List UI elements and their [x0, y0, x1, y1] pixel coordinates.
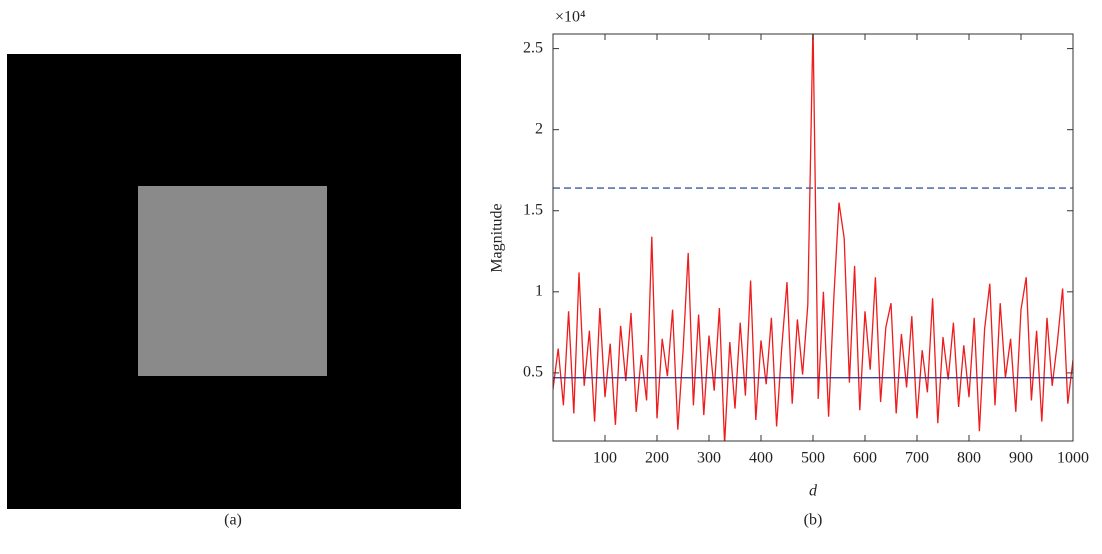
x-tick-label: 900 — [1009, 450, 1033, 467]
y-tick-label: 0.5 — [523, 364, 543, 381]
x-axis-label: d — [809, 483, 818, 500]
y-tick-label: 2.5 — [523, 39, 543, 56]
plot-area — [553, 34, 1073, 441]
x-tick-label: 400 — [749, 450, 773, 467]
x-tick-label: 600 — [853, 450, 877, 467]
y-axis-label: Magnitude — [489, 203, 506, 272]
y-tick-label: 2 — [535, 120, 543, 137]
y-tick-label: 1 — [535, 282, 543, 299]
x-tick-label: 100 — [593, 450, 617, 467]
data-line — [553, 34, 1073, 441]
caption: (b) — [804, 512, 823, 529]
x-tick-label: 200 — [645, 450, 669, 467]
x-tick-label: 1000 — [1057, 450, 1089, 467]
x-tick-label: 300 — [697, 450, 721, 467]
y-exponent: ×10⁴ — [555, 9, 586, 26]
x-tick-label: 500 — [801, 450, 825, 467]
plot-frame — [552, 33, 1074, 442]
caption: (a) — [224, 512, 242, 529]
image-inset — [138, 186, 327, 376]
x-tick-label: 800 — [957, 450, 981, 467]
y-tick-label: 1.5 — [523, 201, 543, 218]
x-tick-label: 700 — [905, 450, 929, 467]
